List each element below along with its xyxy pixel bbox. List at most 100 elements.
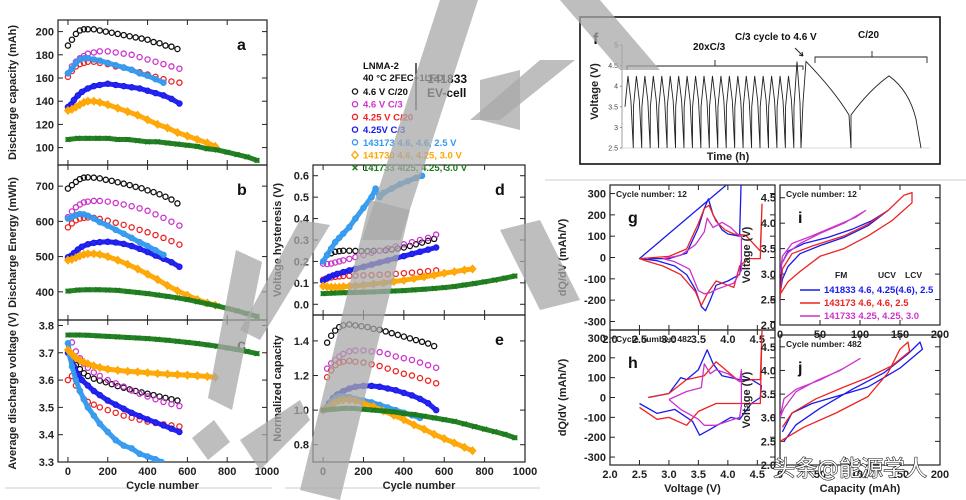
data-point: [176, 402, 183, 410]
data-point: [408, 269, 416, 276]
x-tick-label: 600: [435, 466, 453, 478]
data-point: [411, 287, 417, 293]
legend-marker: [351, 88, 359, 95]
watermark-stroke: [240, 400, 310, 470]
y-tick-label: 3.5: [39, 402, 54, 414]
data-point: [174, 397, 181, 404]
data-point: [104, 59, 112, 67]
data-point: [104, 287, 111, 293]
data-point: [112, 436, 119, 444]
legend-label: 143173 4.6, 4.6, 2.5: [824, 298, 909, 309]
series-green: [65, 135, 260, 164]
data-point: [108, 177, 115, 185]
y-tick-label: 4.0: [761, 218, 776, 230]
data-point: [194, 143, 201, 150]
data-point: [376, 383, 383, 391]
data-point: [134, 137, 141, 144]
data-point: [132, 183, 139, 191]
data-point: [96, 81, 104, 89]
data-point: [176, 222, 183, 229]
x-tick-label: 4.0: [720, 469, 735, 481]
data-point: [173, 127, 182, 138]
data-point: [104, 397, 112, 404]
data-point: [204, 300, 211, 307]
watermark: 头条@能源学人: [192, 0, 928, 500]
data-point: [160, 234, 167, 242]
panel-label: b: [237, 182, 247, 199]
data-point: [421, 286, 427, 293]
data-point: [376, 362, 383, 370]
data-point: [432, 244, 440, 251]
data-point: [331, 327, 339, 334]
chart-h: 2.0 2.5 3.0 3.5 4.0 4.5 -300 -200 -100 0 100 200 300…: [557, 329, 776, 495]
data-point: [160, 60, 167, 68]
data-point: [376, 348, 383, 356]
data-point: [327, 245, 335, 252]
data-point: [360, 204, 367, 212]
data-point: [372, 185, 379, 192]
data-point: [370, 407, 377, 414]
data-point: [460, 265, 469, 275]
data-point: [68, 65, 76, 72]
data-point: [70, 96, 78, 104]
x-tick-label: 100: [851, 469, 869, 481]
watermark-stroke: [560, 0, 660, 70]
x-axis-label: Voltage (V): [664, 483, 721, 495]
data-point: [174, 141, 181, 148]
data-point: [352, 247, 359, 255]
data-point: [174, 294, 181, 301]
data-point: [144, 242, 151, 250]
y-tick-label: 4: [614, 84, 618, 91]
data-point: [64, 215, 72, 222]
data-point: [416, 268, 424, 276]
data-point: [128, 234, 135, 242]
data-point: [152, 231, 159, 239]
y-tick-label: 200: [588, 353, 606, 365]
data-point: [163, 123, 172, 133]
data-point: [80, 174, 88, 181]
data-point: [114, 334, 121, 340]
data-point: [67, 349, 77, 359]
x-axis-label: Capacity (mAh): [820, 483, 901, 495]
data-point: [160, 214, 167, 222]
data-point: [392, 353, 400, 360]
data-point: [104, 428, 112, 436]
data-point: [173, 370, 182, 380]
data-point: [144, 248, 151, 256]
legend-marker: [351, 113, 359, 121]
data-point: [254, 157, 260, 164]
data-point: [176, 65, 183, 72]
data-point: [400, 269, 408, 277]
data-point: [392, 367, 400, 375]
series-line-red: [639, 203, 763, 307]
data-point: [154, 292, 161, 298]
data-point: [80, 26, 88, 33]
data-point: [153, 368, 162, 379]
data-point: [114, 179, 121, 186]
series-trail: [65, 347, 218, 380]
data-point: [400, 244, 408, 251]
data-point: [164, 337, 171, 344]
plot-frame: [312, 314, 526, 463]
data-point: [108, 380, 115, 388]
data-point: [204, 145, 211, 152]
data-point: [112, 81, 119, 89]
data-point: [174, 45, 181, 53]
data-point: [126, 32, 133, 40]
y-tick-label: 200: [36, 27, 54, 39]
data-point: [75, 135, 81, 142]
data-point: [406, 335, 414, 342]
data-point: [94, 286, 101, 293]
data-point: [160, 92, 167, 99]
x-tick-label: 800: [218, 466, 236, 478]
data-point: [176, 241, 183, 248]
data-point: [346, 223, 353, 231]
data-point: [168, 196, 175, 203]
data-point: [168, 218, 175, 225]
data-point: [346, 247, 353, 254]
data-point: [416, 395, 424, 403]
data-point: [168, 43, 175, 50]
data-point: [134, 335, 141, 341]
data-point: [103, 252, 112, 262]
data-point: [424, 361, 432, 369]
